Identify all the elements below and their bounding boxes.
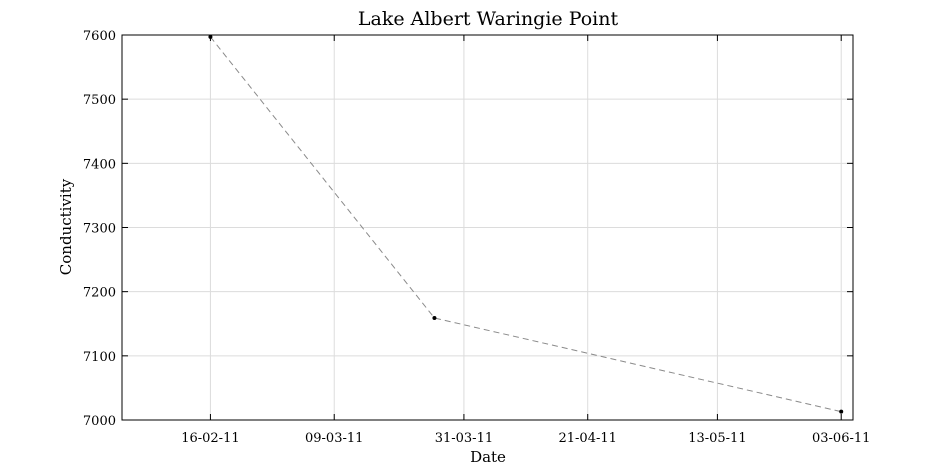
y-axis: 7000 7100 7200 7300 7400 7500 7600 xyxy=(83,29,116,429)
x-tick-label: 16-02-11 xyxy=(181,431,239,446)
data-point xyxy=(839,409,844,414)
x-tick-label: 31-03-11 xyxy=(435,431,493,446)
y-tick-label: 7200 xyxy=(83,286,116,301)
x-axis-label: Date xyxy=(470,448,506,466)
x-tick-label: 21-04-11 xyxy=(559,431,617,446)
y-tick-label: 7600 xyxy=(83,29,116,44)
data-point-group xyxy=(208,34,844,414)
y-axis-label: Conductivity xyxy=(57,178,75,275)
data-point xyxy=(432,315,437,320)
y-tick-label: 7000 xyxy=(83,414,116,429)
x-tick-label: 03-06-11 xyxy=(812,431,870,446)
x-tick-label: 09-03-11 xyxy=(305,431,363,446)
y-tick-label: 7400 xyxy=(83,157,116,172)
y-tick-label: 7500 xyxy=(83,93,116,108)
x-tick-label: 13-05-11 xyxy=(688,431,746,446)
x-axis: 16-02-11 09-03-11 31-03-11 21-04-11 13-05-11… xyxy=(181,431,870,446)
tick-marks xyxy=(122,34,853,421)
data-point xyxy=(208,34,213,39)
chart-title: Lake Albert Waringie Point xyxy=(358,8,619,30)
y-tick-label: 7300 xyxy=(83,222,116,237)
grid-lines xyxy=(122,34,853,421)
y-tick-label: 7100 xyxy=(83,350,116,365)
